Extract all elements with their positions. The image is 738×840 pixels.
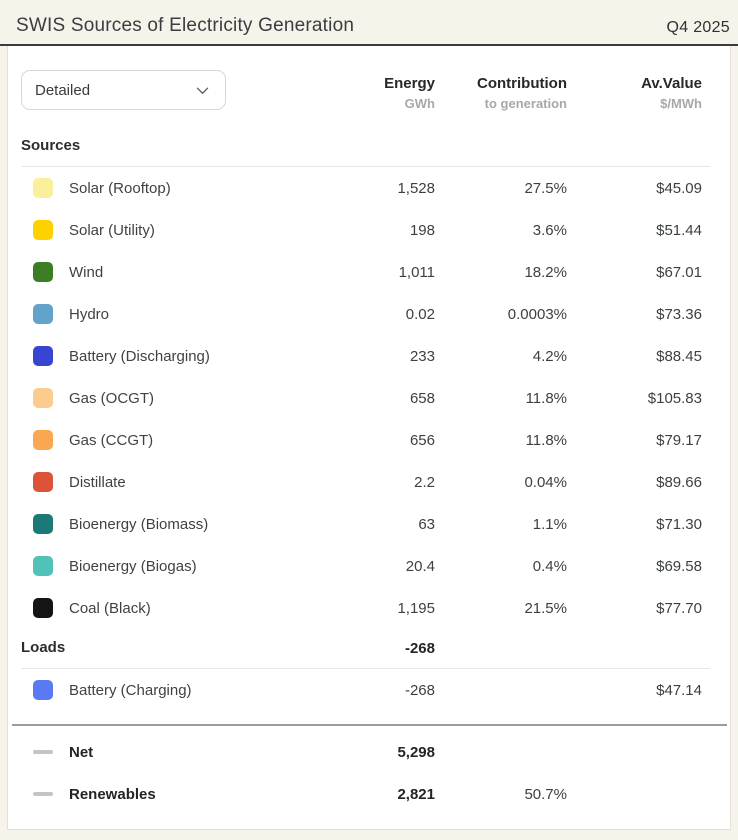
av-value: $79.17 (656, 431, 702, 449)
series-color-swatch (33, 430, 53, 450)
line-legend-icon (33, 792, 53, 796)
page-title: SWIS Sources of Electricity Generation (16, 15, 355, 36)
energy-value: 2,821 (397, 785, 435, 803)
sources-section-label: Sources (21, 137, 81, 154)
row-solar-utility[interactable]: Solar (Utility) 198 3.6% $51.44 (21, 209, 710, 251)
row-solar-rooftop[interactable]: Solar (Rooftop) 1,528 27.5% $45.09 (21, 167, 710, 209)
row-renewables[interactable]: Renewables 2,821 50.7% (21, 773, 710, 815)
av-value: $73.36 (656, 305, 702, 323)
loads-section-label: Loads (21, 639, 66, 656)
energy-value: 0.02 (405, 305, 435, 323)
section-header-loads: Loads -268 (21, 629, 710, 669)
energy-value: 1,195 (397, 599, 435, 617)
energy-value: 1,011 (398, 263, 435, 281)
row-label: Wind (69, 263, 104, 281)
column-header-contribution: Contribution to generation (477, 75, 567, 111)
row-bioenergy-biomass[interactable]: Bioenergy (Biomass) 63 1.1% $71.30 (21, 503, 710, 545)
line-legend-icon (33, 750, 53, 754)
row-hydro[interactable]: Hydro 0.02 0.0003% $73.36 (21, 293, 710, 335)
av-value: $105.83 (647, 389, 702, 407)
av-value: $77.70 (656, 599, 702, 617)
series-color-swatch (33, 304, 53, 324)
energy-value: 20.4 (405, 557, 435, 575)
row-label: Solar (Rooftop) (69, 179, 171, 197)
av-value: $69.58 (656, 557, 702, 575)
row-label: Hydro (69, 305, 110, 323)
contribution-value: 11.8% (525, 431, 567, 449)
energy-value: 1,528 (397, 179, 435, 197)
series-color-swatch (33, 388, 53, 408)
contribution-value: 21.5% (524, 599, 567, 617)
av-value: $71.30 (656, 515, 702, 533)
contribution-value: 18.2% (524, 263, 567, 281)
table-header-row: Detailed Energy GWh Contribution to gene… (21, 70, 710, 111)
contribution-value: 0.0003% (507, 305, 567, 323)
contribution-value: 0.04% (524, 473, 567, 491)
row-label: Bioenergy (Biogas) (69, 557, 197, 575)
series-color-swatch (33, 346, 53, 366)
row-label: Net (69, 743, 94, 761)
row-battery-discharging[interactable]: Battery (Discharging) 233 4.2% $88.45 (21, 335, 710, 377)
view-selector-cell: Detailed (21, 70, 335, 110)
energy-value: 198 (409, 221, 435, 239)
energy-value: 2.2 (414, 473, 435, 491)
series-color-swatch (33, 556, 53, 576)
row-label: Solar (Utility) (69, 221, 155, 239)
av-value: $89.66 (656, 473, 702, 491)
loads-energy-total: -268 (404, 639, 435, 657)
energy-value: 656 (409, 431, 435, 449)
row-label: Gas (CCGT) (69, 431, 154, 449)
series-color-swatch (33, 598, 53, 618)
av-value: $51.44 (656, 221, 702, 239)
row-wind[interactable]: Wind 1,011 18.2% $67.01 (21, 251, 710, 293)
row-coal-black[interactable]: Coal (Black) 1,195 21.5% $77.70 (21, 587, 710, 629)
section-header-sources: Sources (21, 127, 710, 167)
contribution-value: 1.1% (532, 515, 567, 533)
column-header-energy: Energy GWh (384, 75, 435, 111)
av-value: $47.14 (656, 681, 702, 699)
row-label: Renewables (69, 785, 156, 803)
row-label: Gas (OCGT) (69, 389, 154, 407)
contribution-value: 50.7% (524, 785, 567, 803)
energy-value: 5,298 (397, 743, 435, 761)
chevron-down-icon (194, 82, 211, 99)
row-label: Coal (Black) (69, 599, 151, 617)
av-value: $67.01 (656, 263, 702, 281)
series-color-swatch (33, 178, 53, 198)
av-value: $88.45 (656, 347, 702, 365)
row-label: Bioenergy (Biomass) (69, 515, 209, 533)
summary-divider (12, 724, 727, 726)
series-color-swatch (33, 262, 53, 282)
energy-value: 63 (418, 515, 435, 533)
column-header-av-value: Av.Value $/MWh (641, 75, 702, 111)
energy-value: -268 (404, 681, 435, 699)
contribution-value: 4.2% (532, 347, 567, 365)
view-selector-dropdown[interactable]: Detailed (21, 70, 226, 110)
row-net[interactable]: Net 5,298 (21, 731, 710, 773)
row-label: Battery (Discharging) (69, 347, 210, 365)
row-bioenergy-biogas[interactable]: Bioenergy (Biogas) 20.4 0.4% $69.58 (21, 545, 710, 587)
contribution-value: 3.6% (532, 221, 567, 239)
series-color-swatch (33, 680, 53, 700)
series-color-swatch (33, 514, 53, 534)
row-battery-charging[interactable]: Battery (Charging) -268 $47.14 (21, 669, 710, 711)
series-color-swatch (33, 220, 53, 240)
page-header: SWIS Sources of Electricity Generation Q… (0, 0, 738, 46)
row-label: Battery (Charging) (69, 681, 192, 699)
row-gas-ccgt[interactable]: Gas (CCGT) 656 11.8% $79.17 (21, 419, 710, 461)
period-label: Q4 2025 (666, 19, 730, 36)
energy-value: 233 (409, 347, 435, 365)
row-label: Distillate (69, 473, 126, 491)
contribution-value: 0.4% (532, 557, 567, 575)
energy-value: 658 (409, 389, 435, 407)
row-distillate[interactable]: Distillate 2.2 0.04% $89.66 (21, 461, 710, 503)
view-selector-value: Detailed (35, 81, 91, 99)
contribution-value: 27.5% (524, 179, 567, 197)
contribution-value: 11.8% (525, 389, 567, 407)
av-value: $45.09 (656, 179, 702, 197)
row-gas-ocgt[interactable]: Gas (OCGT) 658 11.8% $105.83 (21, 377, 710, 419)
series-color-swatch (33, 472, 53, 492)
generation-table-card: Detailed Energy GWh Contribution to gene… (7, 46, 731, 830)
